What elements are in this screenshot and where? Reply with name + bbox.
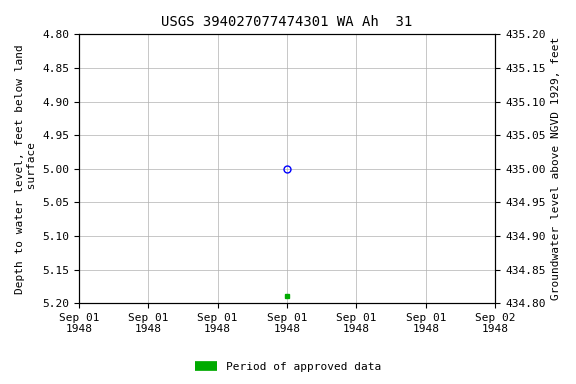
Legend: Period of approved data: Period of approved data (191, 358, 385, 377)
Title: USGS 394027077474301 WA Ah  31: USGS 394027077474301 WA Ah 31 (161, 15, 412, 29)
Y-axis label: Groundwater level above NGVD 1929, feet: Groundwater level above NGVD 1929, feet (551, 37, 561, 300)
Y-axis label: Depth to water level, feet below land
 surface: Depth to water level, feet below land su… (15, 44, 37, 294)
